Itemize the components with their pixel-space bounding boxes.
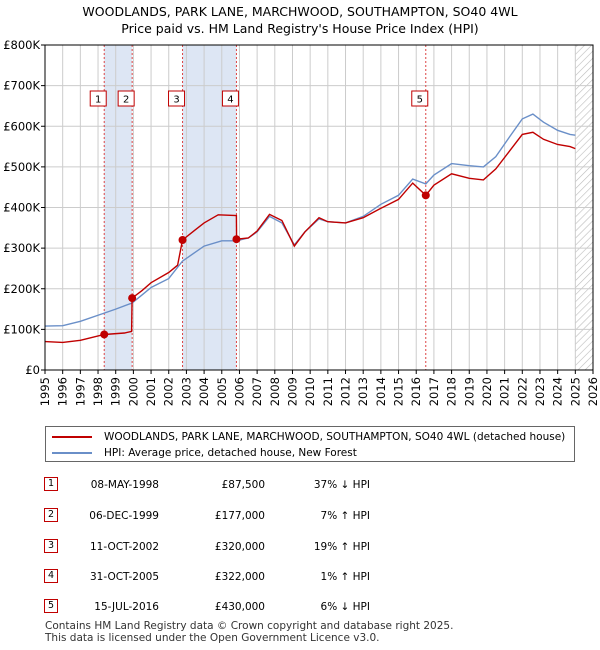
sale-row: 3 11-OCT-2002 £320,000 19% ↑ HPI bbox=[0, 536, 600, 556]
x-tick-label: 2007 bbox=[250, 377, 264, 406]
x-tick-label: 2019 bbox=[462, 377, 476, 406]
sale-price: £320,000 bbox=[214, 541, 265, 553]
y-tick-label: £400K bbox=[3, 201, 40, 215]
x-tick-label: 2021 bbox=[498, 377, 512, 406]
x-tick-label: 2002 bbox=[162, 377, 176, 406]
sale-price: £177,000 bbox=[214, 510, 265, 522]
x-tick-label: 2014 bbox=[374, 377, 388, 406]
x-tick-label: 2017 bbox=[427, 377, 441, 406]
sale-label-box bbox=[411, 90, 429, 107]
x-tick-label: 2025 bbox=[568, 377, 582, 406]
sale-hpi-diff: 19% ↑ HPI bbox=[313, 541, 370, 553]
x-tick-label: 2009 bbox=[285, 377, 299, 406]
legend-label-property: WOODLANDS, PARK LANE, MARCHWOOD, SOUTHAM… bbox=[104, 431, 566, 443]
footer-copyright: Contains HM Land Registry data © Crown c… bbox=[45, 620, 454, 632]
sale-label-box bbox=[117, 90, 135, 107]
sale-date: 08-MAY-1998 bbox=[90, 479, 159, 491]
sale-point bbox=[421, 191, 430, 200]
y-tick-label: £500K bbox=[3, 160, 40, 174]
y-tick-label: £800K bbox=[3, 38, 40, 52]
property-price-line bbox=[45, 131, 576, 344]
x-tick-label: 2023 bbox=[533, 377, 547, 406]
sale-row: 1 08-MAY-1998 £87,500 37% ↓ HPI bbox=[0, 474, 600, 494]
sale-row: 5 15-JUL-2016 £430,000 6% ↓ HPI bbox=[0, 596, 600, 616]
x-tick-label: 1998 bbox=[91, 377, 105, 406]
sale-point bbox=[178, 236, 187, 244]
x-tick-label: 2001 bbox=[144, 377, 158, 406]
x-tick-label: 2020 bbox=[480, 377, 494, 406]
sale-date: 11-OCT-2002 bbox=[90, 541, 159, 553]
sale-label-text: 5 bbox=[417, 95, 423, 106]
sale-label-text: 4 bbox=[227, 95, 233, 106]
sale-point bbox=[100, 330, 109, 339]
x-tick-label: 2013 bbox=[356, 377, 370, 406]
sale-hpi-diff: 1% ↑ HPI bbox=[320, 571, 370, 583]
sale-date: 31-OCT-2005 bbox=[90, 571, 159, 583]
sale-price: £430,000 bbox=[214, 601, 265, 613]
y-tick-label: £200K bbox=[3, 282, 40, 296]
sale-row: 4 31-OCT-2005 £322,000 1% ↑ HPI bbox=[0, 566, 600, 586]
y-tick-label: £300K bbox=[3, 241, 40, 255]
x-tick-label: 2004 bbox=[197, 377, 211, 406]
sale-number-badge: 1 bbox=[44, 477, 58, 491]
sale-price: £322,000 bbox=[214, 571, 265, 583]
sale-row: 2 06-DEC-1999 £177,000 7% ↑ HPI bbox=[0, 505, 600, 525]
chart-title: WOODLANDS, PARK LANE, MARCHWOOD, SOUTHAM… bbox=[0, 3, 600, 37]
sale-date: 15-JUL-2016 bbox=[94, 601, 159, 613]
x-tick-label: 2011 bbox=[321, 377, 335, 406]
legend-item-hpi: HPI: Average price, detached house, New … bbox=[52, 445, 357, 461]
legend-swatch-property bbox=[52, 436, 92, 438]
sale-date: 06-DEC-1999 bbox=[89, 510, 159, 522]
x-tick-label: 1995 bbox=[38, 377, 52, 406]
sale-number-badge: 4 bbox=[44, 569, 58, 583]
x-tick-label: 2008 bbox=[268, 377, 282, 406]
sale-point bbox=[128, 294, 137, 303]
price-chart: 1 2 3 4 5 £0 £100K £200K £300K £400K £500K £600K £70… bbox=[3, 38, 600, 406]
sale-point bbox=[232, 235, 241, 244]
x-tick-label: 2000 bbox=[126, 377, 140, 406]
x-tick-label: 2022 bbox=[515, 377, 529, 406]
legend-label-hpi: HPI: Average price, detached house, New … bbox=[104, 447, 357, 459]
x-tick-label: 2010 bbox=[303, 377, 317, 406]
sale-label-text: 1 bbox=[95, 95, 101, 106]
x-tick-label: 2024 bbox=[551, 377, 565, 406]
x-tick-label: 2026 bbox=[586, 377, 600, 406]
sale-label-box bbox=[168, 90, 186, 107]
footer-licence: This data is licensed under the Open Gov… bbox=[45, 632, 380, 644]
sale-label-box bbox=[89, 90, 107, 107]
sale-hpi-diff: 37% ↓ HPI bbox=[313, 479, 370, 491]
x-tick-label: 1997 bbox=[73, 377, 87, 406]
legend-swatch-hpi bbox=[52, 452, 92, 454]
sale-number-badge: 5 bbox=[44, 599, 58, 613]
title-line-1: WOODLANDS, PARK LANE, MARCHWOOD, SOUTHAM… bbox=[82, 4, 518, 19]
x-tick-label: 2018 bbox=[445, 377, 459, 406]
footer: Contains HM Land Registry data © Crown c… bbox=[45, 620, 453, 644]
y-tick-label: £0 bbox=[25, 363, 40, 377]
x-tick-label: 2005 bbox=[215, 377, 229, 406]
y-tick-label: £700K bbox=[3, 79, 40, 93]
x-tick-label: 2003 bbox=[179, 377, 193, 406]
x-tick-label: 2012 bbox=[339, 377, 353, 406]
y-tick-label: £600K bbox=[3, 119, 40, 133]
sale-hpi-diff: 7% ↑ HPI bbox=[320, 510, 370, 522]
x-tick-label: 1999 bbox=[109, 377, 123, 406]
legend: WOODLANDS, PARK LANE, MARCHWOOD, SOUTHAM… bbox=[45, 426, 575, 462]
sale-label-text: 2 bbox=[123, 95, 129, 106]
legend-item-property: WOODLANDS, PARK LANE, MARCHWOOD, SOUTHAM… bbox=[52, 429, 565, 445]
x-tick-label: 2016 bbox=[409, 377, 423, 406]
sale-price: £87,500 bbox=[221, 479, 265, 491]
sale-number-badge: 3 bbox=[44, 539, 58, 553]
y-tick-label: £100K bbox=[3, 322, 40, 336]
sale-label-box bbox=[221, 90, 239, 107]
title-line-2: Price paid vs. HM Land Registry's House … bbox=[121, 21, 479, 36]
x-tick-label: 2015 bbox=[392, 377, 406, 406]
sale-hpi-diff: 6% ↓ HPI bbox=[320, 601, 370, 613]
x-tick-label: 2006 bbox=[232, 377, 246, 406]
x-tick-label: 1996 bbox=[56, 377, 70, 406]
sale-number-badge: 2 bbox=[44, 508, 58, 522]
sale-label-text: 3 bbox=[173, 95, 179, 106]
